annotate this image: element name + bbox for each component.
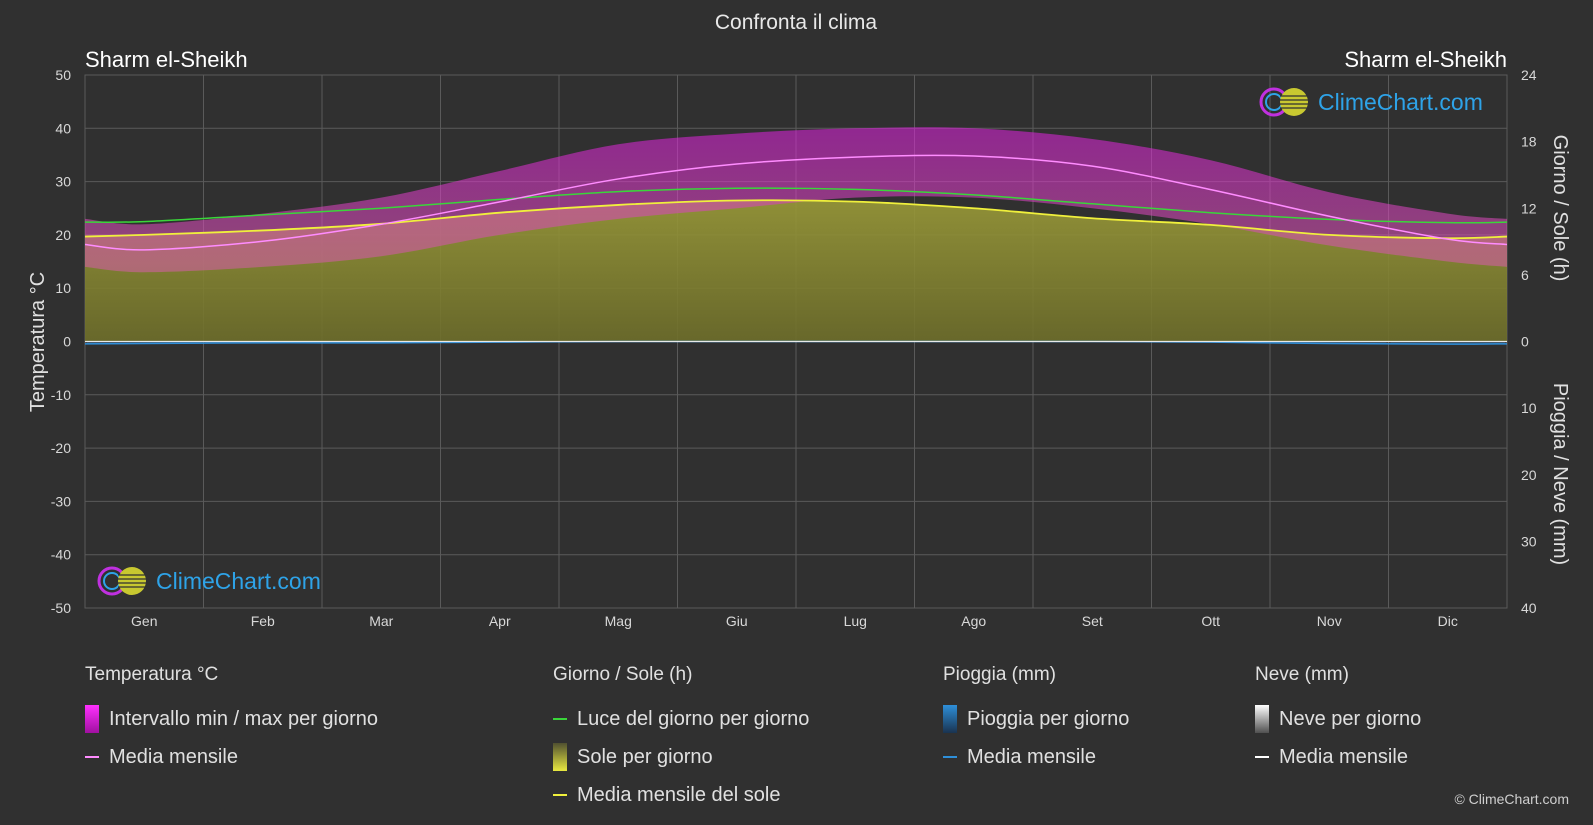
daylight-swatch (553, 718, 567, 720)
legend-temperature: Temperatura °C Intervallo min / max per … (85, 662, 378, 776)
month-label: Giu (726, 613, 748, 629)
left-tick-label: 20 (55, 227, 71, 243)
legend-sun-header: Giorno / Sole (h) (553, 664, 693, 685)
left-tick-label: 30 (55, 174, 71, 190)
right-top-axis-label: Giorno / Sole (h) (1549, 135, 1571, 282)
right-bottom-tick-label: 20 (1521, 467, 1537, 483)
sun-mean-line (85, 199, 1507, 240)
axis-ticks: 50 40 30 20 10 0 -10 -20 -30 -40 -50 24 18 12 6 0 10 20 30… (51, 67, 1537, 629)
legend-rain-header: Pioggia (mm) (943, 664, 1056, 685)
right-top-tick-label: 6 (1521, 267, 1529, 283)
sunshine-swatch (553, 743, 567, 771)
right-top-tick-label: 12 (1521, 200, 1537, 216)
snow-mean-swatch (1255, 756, 1269, 758)
legend-snow-mean: Media mensile (1255, 738, 1421, 776)
right-bottom-axis-label: Pioggia / Neve (mm) (1549, 383, 1571, 565)
legend-sun-mean: Media mensile del sole (553, 776, 809, 814)
legend: Temperatura °C Intervallo min / max per … (0, 662, 1593, 812)
legend-temp-range: Intervallo min / max per giorno (85, 700, 378, 738)
left-tick-label: 10 (55, 280, 71, 296)
temp-range-swatch (85, 705, 99, 733)
left-tick-label: -40 (51, 547, 71, 563)
legend-temperature-header: Temperatura °C (85, 664, 219, 685)
chart-title: Confronta il clima (715, 11, 878, 34)
left-tick-label: -10 (51, 387, 71, 403)
right-bottom-tick-label: 30 (1521, 533, 1537, 549)
left-tick-label: -20 (51, 440, 71, 456)
month-label: Nov (1317, 613, 1342, 629)
month-label: Ago (961, 613, 986, 629)
left-tick-label: -50 (51, 600, 71, 616)
daylight-label: Luce del giorno per giorno (577, 708, 810, 730)
right-top-tick-label: 24 (1521, 67, 1537, 83)
month-label: Dic (1438, 613, 1458, 629)
logo-text: ClimeChart.com (1318, 88, 1483, 115)
location-left: Sharm el-Sheikh (85, 47, 248, 72)
rain-day-label: Pioggia per giorno (967, 708, 1130, 730)
right-bottom-tick-label: 10 (1521, 400, 1537, 416)
legend-daylight: Luce del giorno per giorno (553, 700, 809, 738)
left-tick-label: 40 (55, 120, 71, 136)
legend-rain: Pioggia (mm) Pioggia per giorno Media me… (943, 662, 1129, 776)
rain-mean-label: Media mensile (967, 746, 1096, 768)
rain-bar (1272, 341, 1387, 344)
left-tick-label: 0 (63, 334, 71, 350)
temp-mean-swatch (85, 756, 99, 758)
month-label: Gen (131, 613, 157, 629)
legend-temp-mean: Media mensile (85, 738, 378, 776)
logo-text: ClimeChart.com (156, 567, 321, 594)
right-bottom-tick-label: 40 (1521, 600, 1537, 616)
legend-snow: Neve (mm) Neve per giorno Media mensile (1255, 662, 1421, 776)
daylight-line (85, 187, 1507, 224)
month-label: Lug (844, 613, 867, 629)
month-label: Mag (605, 613, 632, 629)
month-label: Feb (251, 613, 275, 629)
sun-mean-swatch (553, 794, 567, 796)
legend-snow-day: Neve per giorno (1255, 700, 1421, 738)
month-label: Mar (369, 613, 393, 629)
logo-icon (1259, 87, 1308, 117)
temp-mean-label: Media mensile (109, 746, 238, 768)
legend-sun: Giorno / Sole (h) Luce del giorno per gi… (553, 662, 809, 814)
legend-rain-mean: Media mensile (943, 738, 1129, 776)
logo-bottom[interactable]: ClimeChart.com (96, 565, 321, 597)
location-right: Sharm el-Sheikh (1344, 47, 1507, 72)
right-top-tick-label: 18 (1521, 134, 1537, 150)
legend-rain-day: Pioggia per giorno (943, 700, 1129, 738)
temp-mean-line (85, 154, 1507, 251)
left-tick-label: -30 (51, 493, 71, 509)
left-axis-label: Temperatura °C (27, 272, 49, 412)
logo-top[interactable]: ClimeChart.com (1258, 86, 1483, 118)
copyright: © ClimeChart.com (1454, 791, 1569, 807)
left-tick-label: 50 (55, 67, 71, 83)
month-label: Set (1082, 613, 1103, 629)
sun-mean-label: Media mensile del sole (577, 784, 781, 806)
plot-lines (85, 154, 1507, 345)
snow-day-label: Neve per giorno (1279, 708, 1422, 730)
rain-bar (1390, 341, 1505, 345)
logo-icon (97, 566, 146, 596)
rain-bar (87, 341, 202, 344)
rain-swatch (943, 705, 957, 733)
snow-swatch (1255, 705, 1269, 733)
climate-chart: Confronta il clima Sharm el-Sheikh Sharm… (27, 11, 1571, 629)
rain-mean-swatch (943, 756, 957, 758)
month-label: Ott (1201, 613, 1220, 629)
month-label: Apr (489, 613, 511, 629)
temp-range-label: Intervallo min / max per giorno (109, 708, 379, 730)
legend-sunshine: Sole per giorno (553, 738, 809, 776)
sunshine-label: Sole per giorno (577, 746, 713, 768)
right-top-tick-label: 0 (1521, 334, 1529, 350)
legend-snow-header: Neve (mm) (1255, 664, 1349, 685)
snow-mean-label: Media mensile (1279, 746, 1408, 768)
